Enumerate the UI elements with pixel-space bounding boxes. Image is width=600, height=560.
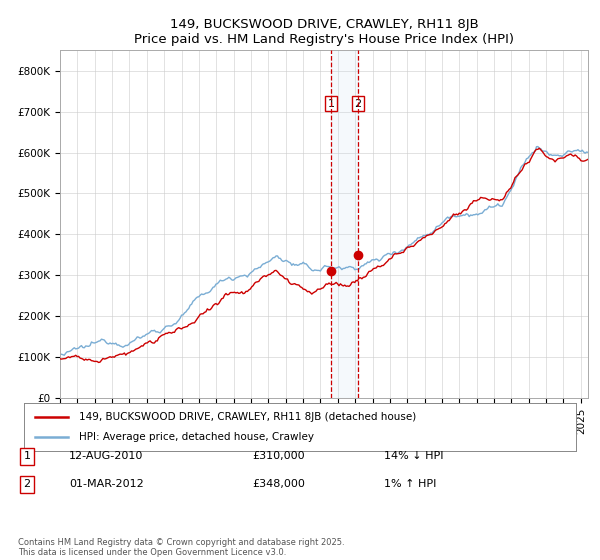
- Text: 1: 1: [328, 99, 335, 109]
- Text: £348,000: £348,000: [252, 479, 305, 489]
- Text: 149, BUCKSWOOD DRIVE, CRAWLEY, RH11 8JB (detached house): 149, BUCKSWOOD DRIVE, CRAWLEY, RH11 8JB …: [79, 412, 416, 422]
- Text: 01-MAR-2012: 01-MAR-2012: [69, 479, 144, 489]
- Text: HPI: Average price, detached house, Crawley: HPI: Average price, detached house, Craw…: [79, 432, 314, 442]
- Text: 2: 2: [23, 479, 31, 489]
- Text: 14% ↓ HPI: 14% ↓ HPI: [384, 451, 443, 461]
- Title: 149, BUCKSWOOD DRIVE, CRAWLEY, RH11 8JB
Price paid vs. HM Land Registry's House : 149, BUCKSWOOD DRIVE, CRAWLEY, RH11 8JB …: [134, 18, 514, 46]
- Text: £310,000: £310,000: [252, 451, 305, 461]
- Text: 1% ↑ HPI: 1% ↑ HPI: [384, 479, 436, 489]
- Text: Contains HM Land Registry data © Crown copyright and database right 2025.
This d: Contains HM Land Registry data © Crown c…: [18, 538, 344, 557]
- Text: 2: 2: [355, 99, 362, 109]
- Text: 1: 1: [23, 451, 31, 461]
- Text: 12-AUG-2010: 12-AUG-2010: [69, 451, 143, 461]
- Bar: [331, 50, 358, 398]
